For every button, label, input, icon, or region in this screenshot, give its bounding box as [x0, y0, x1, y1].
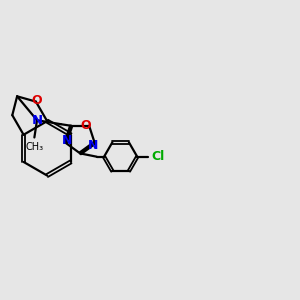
Text: N: N	[32, 114, 43, 127]
Text: N: N	[88, 139, 98, 152]
Text: CH₃: CH₃	[25, 142, 44, 152]
Text: N: N	[62, 134, 72, 147]
Text: Cl: Cl	[151, 150, 164, 163]
Text: O: O	[32, 94, 42, 107]
Text: O: O	[80, 119, 91, 132]
